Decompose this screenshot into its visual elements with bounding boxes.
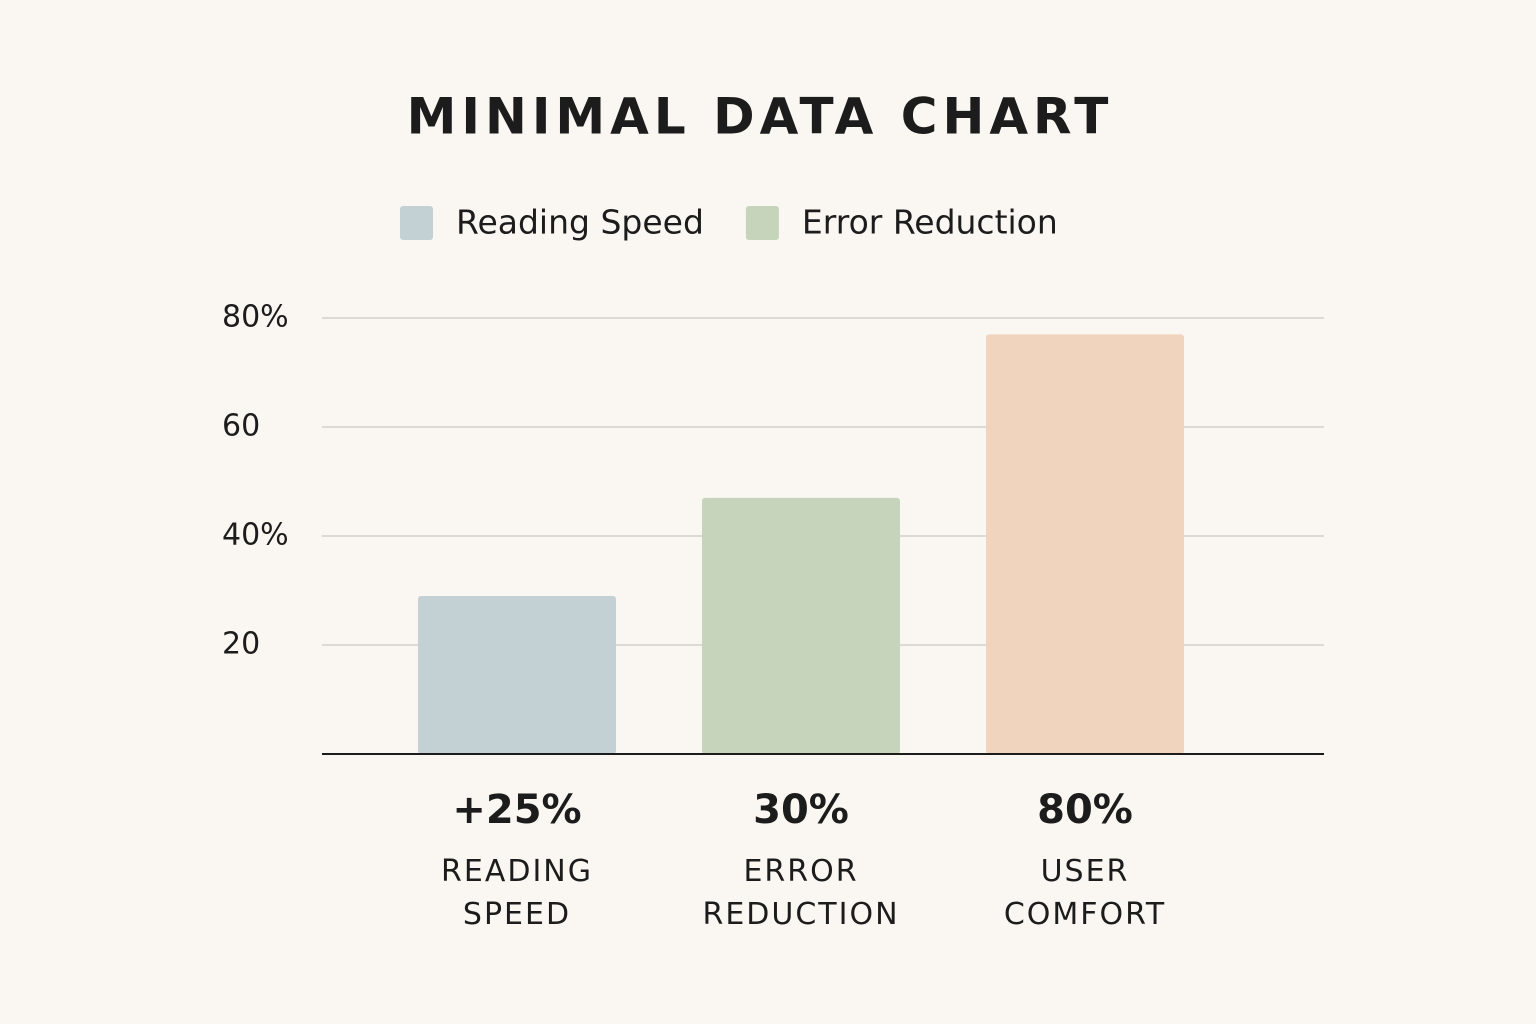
- bar: [986, 334, 1184, 754]
- value-annotation: +25%: [452, 787, 581, 833]
- chart-title: MINIMAL DATA CHART: [407, 88, 1114, 146]
- x-tick-label: READING SPEED: [441, 854, 593, 932]
- x-tick-label: ERROR REDUCTION: [702, 854, 900, 932]
- legend-swatch: [400, 206, 433, 240]
- y-tick-label: 40%: [222, 518, 289, 553]
- y-tick-label: 20: [222, 627, 260, 662]
- category-label-box: ERROR REDUCTION: [651, 850, 951, 936]
- value-annotation: 80%: [1037, 787, 1133, 833]
- y-tick-label: 60: [222, 409, 260, 444]
- category-label-box: READING SPEED: [367, 850, 667, 936]
- y-tick-label: 80%: [222, 300, 289, 335]
- x-tick-label: USER COMFORT: [1003, 854, 1167, 932]
- value-annotation: 30%: [753, 787, 849, 833]
- legend-label: Error Reduction: [802, 203, 1058, 242]
- legend-label: Reading Speed: [456, 203, 704, 242]
- bar: [702, 497, 900, 754]
- category-label-box: USER COMFORT: [935, 850, 1235, 936]
- bar: [418, 595, 616, 754]
- legend-swatch: [745, 206, 779, 240]
